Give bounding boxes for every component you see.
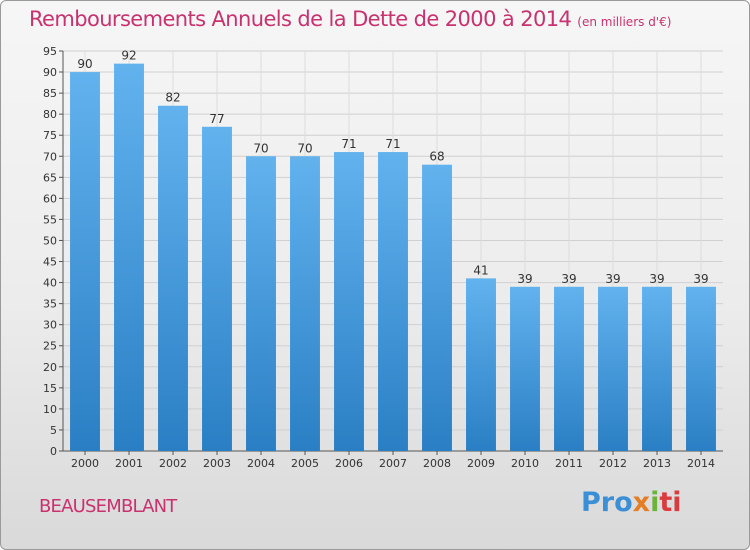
data-label-2006: 71: [341, 137, 356, 151]
data-label-2001: 92: [121, 49, 136, 63]
data-label-2011: 39: [561, 272, 576, 286]
x-tick-label-2009: 2009: [467, 457, 495, 470]
y-tick-label: 25: [43, 340, 57, 353]
proxiti-logo[interactable]: Proxiti: [581, 487, 682, 518]
bar-2001: [114, 63, 144, 451]
x-tick-label-2006: 2006: [335, 457, 363, 470]
y-tick-label: 35: [43, 298, 57, 311]
y-tick-label: 5: [50, 424, 57, 437]
bar-2002: [158, 105, 188, 451]
bar-2010: [510, 286, 540, 451]
chart-subtitle: (en milliers d'€): [577, 15, 672, 29]
data-label-2008: 68: [429, 150, 444, 164]
x-tick-label-2014: 2014: [687, 457, 715, 470]
bar-2008: [422, 164, 452, 451]
x-tick-label-2008: 2008: [423, 457, 451, 470]
y-tick-label: 30: [43, 319, 57, 332]
x-tick-label-2003: 2003: [203, 457, 231, 470]
y-tick-label: 15: [43, 382, 57, 395]
y-tick-label: 70: [43, 150, 57, 163]
chart-title: Remboursements Annuels de la Dette de 20…: [29, 7, 671, 31]
city-name: BEAUSEMBLANT: [39, 496, 177, 517]
y-tick-label: 75: [43, 129, 57, 142]
bar-2014: [686, 286, 716, 451]
y-tick-label: 60: [43, 192, 57, 205]
logo-part-1: Pro: [581, 487, 633, 518]
y-tick-label: 80: [43, 108, 57, 121]
bar-2003: [202, 126, 232, 451]
data-label-2007: 71: [385, 137, 400, 151]
chart-title-text: Remboursements Annuels de la Dette de 20…: [29, 7, 572, 31]
x-tick-label-2011: 2011: [555, 457, 583, 470]
logo-part-2: x: [632, 487, 651, 518]
y-tick-label: 40: [43, 277, 57, 290]
y-tick-label: 65: [43, 171, 57, 184]
data-label-2012: 39: [605, 272, 620, 286]
data-label-2000: 90: [77, 57, 92, 71]
x-tick-label-2013: 2013: [643, 457, 671, 470]
data-label-2004: 70: [253, 141, 268, 155]
bar-2000: [70, 72, 100, 451]
bar-2011: [554, 286, 584, 451]
y-tick-label: 45: [43, 256, 57, 269]
logo-part-3: i: [650, 487, 660, 518]
bar-2006: [334, 152, 364, 452]
x-tick-label-2002: 2002: [159, 457, 187, 470]
data-label-2010: 39: [517, 272, 532, 286]
bar-2013: [642, 286, 672, 451]
data-label-2005: 70: [297, 141, 312, 155]
bar-2012: [598, 286, 628, 451]
y-tick-label: 0: [50, 445, 57, 458]
y-tick-label: 95: [43, 45, 57, 58]
x-tick-label-2012: 2012: [599, 457, 627, 470]
x-tick-label-2004: 2004: [247, 457, 275, 470]
bar-2004: [246, 156, 276, 451]
y-tick-label: 90: [43, 66, 57, 79]
bar-2007: [378, 152, 408, 452]
data-label-2009: 41: [473, 263, 488, 277]
x-tick-label-2001: 2001: [115, 457, 143, 470]
data-label-2002: 82: [165, 91, 180, 105]
bar-2005: [290, 156, 320, 451]
data-label-2013: 39: [649, 272, 664, 286]
y-tick-label: 55: [43, 213, 57, 226]
y-tick-label: 50: [43, 234, 57, 247]
data-label-2003: 77: [209, 112, 224, 126]
x-tick-label-2000: 2000: [71, 457, 99, 470]
y-tick-label: 20: [43, 361, 57, 374]
y-tick-label: 85: [43, 87, 57, 100]
data-label-2014: 39: [693, 272, 708, 286]
x-tick-label-2010: 2010: [511, 457, 539, 470]
logo-part-4: ti: [659, 487, 682, 518]
y-tick-label: 10: [43, 403, 57, 416]
x-tick-label-2005: 2005: [291, 457, 319, 470]
x-tick-label-2007: 2007: [379, 457, 407, 470]
bar-2009: [466, 278, 496, 451]
